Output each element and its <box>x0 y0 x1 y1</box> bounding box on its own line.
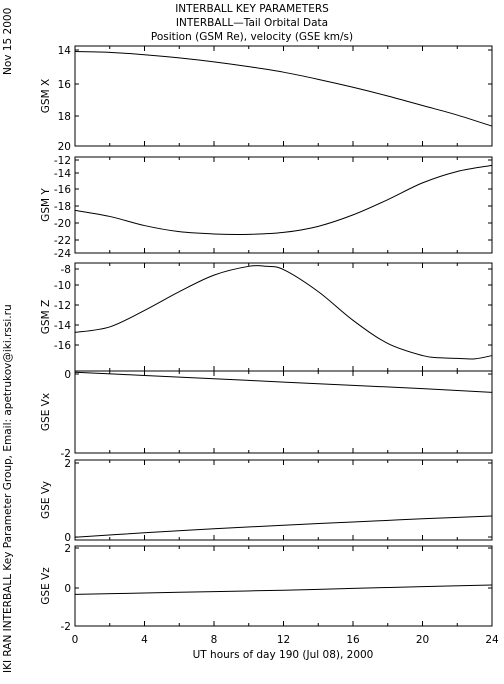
y-tick-label: -16 <box>54 340 71 352</box>
y-axis-label: GSM X <box>40 79 52 113</box>
chart-subtitle: INTERBALL—Tail Orbital Data <box>175 17 329 29</box>
y-tick-label: -12 <box>54 300 71 312</box>
chart-caption: Position (GSM Re), velocity (GSE km/s) <box>150 31 354 43</box>
panel-frame-3 <box>74 262 493 372</box>
y-tick-label: 16 <box>58 79 72 91</box>
panel-frame-5 <box>74 459 493 541</box>
y-tick-label: 20 <box>58 141 71 153</box>
y-tick-label: -16 <box>54 184 71 196</box>
y-tick-label: -8 <box>61 264 71 276</box>
y-axis-label: GSM Z <box>40 300 52 334</box>
panel-frame-2 <box>74 156 493 254</box>
series-line-gse-vy <box>74 515 493 538</box>
series-line-gsm-x <box>74 51 493 127</box>
y-tick-label: 18 <box>58 111 71 123</box>
x-tick-label: 16 <box>346 634 360 646</box>
y-tick-label: -14 <box>54 320 71 332</box>
y-tick-label: -20 <box>54 218 71 230</box>
x-tick-label: 8 <box>211 634 218 646</box>
y-axis-label: GSE Vy <box>40 481 52 519</box>
y-tick-label: -22 <box>54 235 71 247</box>
x-tick-label: 12 <box>277 634 290 646</box>
y-axis-label: GSE Vx <box>40 393 52 431</box>
x-axis-label: UT hours of day 190 (Jul 08), 2000 <box>193 649 374 661</box>
y-tick-label: 0 <box>64 369 71 381</box>
x-tick-label: 24 <box>485 634 499 646</box>
series-line-gse-vz <box>74 584 493 595</box>
y-tick-label: -24 <box>54 248 71 260</box>
series-line-gse-vx <box>74 371 493 393</box>
y-tick-label: -2 <box>61 448 71 460</box>
x-tick-label: 4 <box>141 634 148 646</box>
y-axis-label: GSM Y <box>40 188 52 222</box>
x-tick-label: 20 <box>416 634 429 646</box>
y-tick-label: 2 <box>64 458 71 470</box>
x-tick-label: 0 <box>72 634 79 646</box>
y-tick-label: 0 <box>64 583 71 595</box>
panel-frame-1 <box>74 45 493 147</box>
y-tick-label: -12 <box>54 155 71 167</box>
series-line-gsm-y <box>74 164 493 235</box>
y-tick-label: 14 <box>58 45 72 57</box>
y-tick-label: 2 <box>64 543 71 555</box>
y-tick-label: -18 <box>54 201 71 213</box>
chart-title: INTERBALL KEY PARAMETERS <box>175 3 329 15</box>
panel-frame-4 <box>74 370 493 454</box>
y-axis-label: GSE Vz <box>40 567 52 605</box>
y-tick-label: -14 <box>54 168 71 180</box>
series-line-gsm-z <box>74 265 493 360</box>
y-tick-label: -2 <box>61 621 71 633</box>
y-tick-label: -10 <box>54 280 71 292</box>
y-tick-label: 0 <box>64 532 71 544</box>
